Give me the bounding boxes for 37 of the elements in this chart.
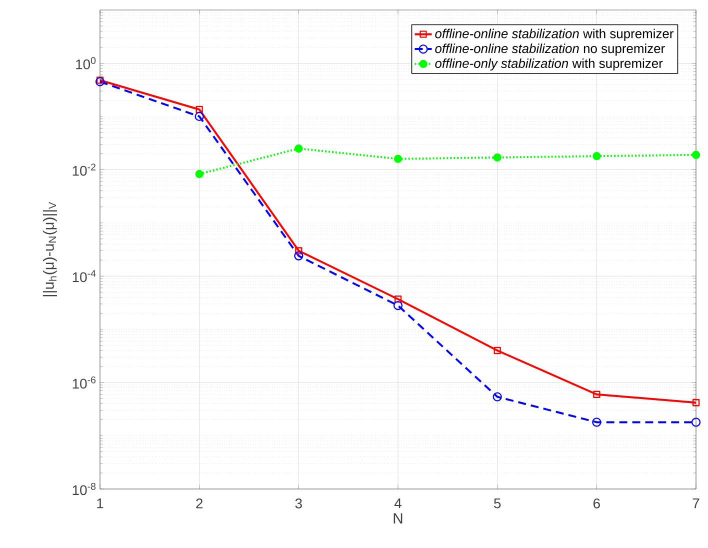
point bbox=[294, 144, 303, 153]
x-tick-label: 2 bbox=[196, 498, 203, 508]
y-tick-label: 10$^{-8}$ bbox=[72, 482, 96, 496]
point bbox=[96, 76, 104, 84]
point bbox=[196, 106, 203, 114]
point bbox=[195, 170, 204, 178]
x-tick-label: 3 bbox=[295, 498, 302, 508]
point bbox=[492, 392, 502, 402]
point bbox=[593, 390, 600, 398]
point bbox=[394, 154, 402, 163]
point bbox=[194, 112, 204, 122]
point bbox=[294, 251, 304, 260]
point bbox=[95, 77, 105, 86]
point bbox=[592, 152, 601, 160]
point bbox=[692, 150, 700, 159]
point bbox=[592, 418, 602, 427]
point bbox=[393, 300, 403, 310]
y-tick-label: 10$^{-6}$ bbox=[72, 376, 96, 389]
point bbox=[494, 346, 501, 354]
x-tick-label: 1 bbox=[97, 498, 104, 508]
point bbox=[295, 247, 302, 254]
y-tick-label: 10$^{0}$ bbox=[76, 57, 96, 70]
legend-label: offline-only stabilization with supremizer bbox=[435, 58, 663, 71]
point bbox=[394, 296, 402, 303]
y-tick-label: 10$^{-2}$ bbox=[72, 164, 96, 176]
legend-label: offline-online stabilization with supremizer bbox=[435, 28, 674, 41]
y-tick-label: 10$^{-4}$ bbox=[72, 270, 96, 282]
x-axis-title: N bbox=[394, 513, 402, 524]
x-tick-label: 4 bbox=[394, 498, 402, 508]
x-tick-label: 7 bbox=[692, 498, 700, 508]
y-axis-title: ||u$_{h}$(μ)-u$_{N}$(μ)||$_{V}$ bbox=[42, 202, 57, 296]
point bbox=[493, 153, 502, 162]
legend-label: offline-online stabilization no supremizer bbox=[435, 44, 665, 56]
x-tick-label: 5 bbox=[494, 498, 501, 508]
point bbox=[691, 418, 701, 427]
point bbox=[692, 399, 700, 406]
x-tick-label: 6 bbox=[593, 498, 600, 508]
